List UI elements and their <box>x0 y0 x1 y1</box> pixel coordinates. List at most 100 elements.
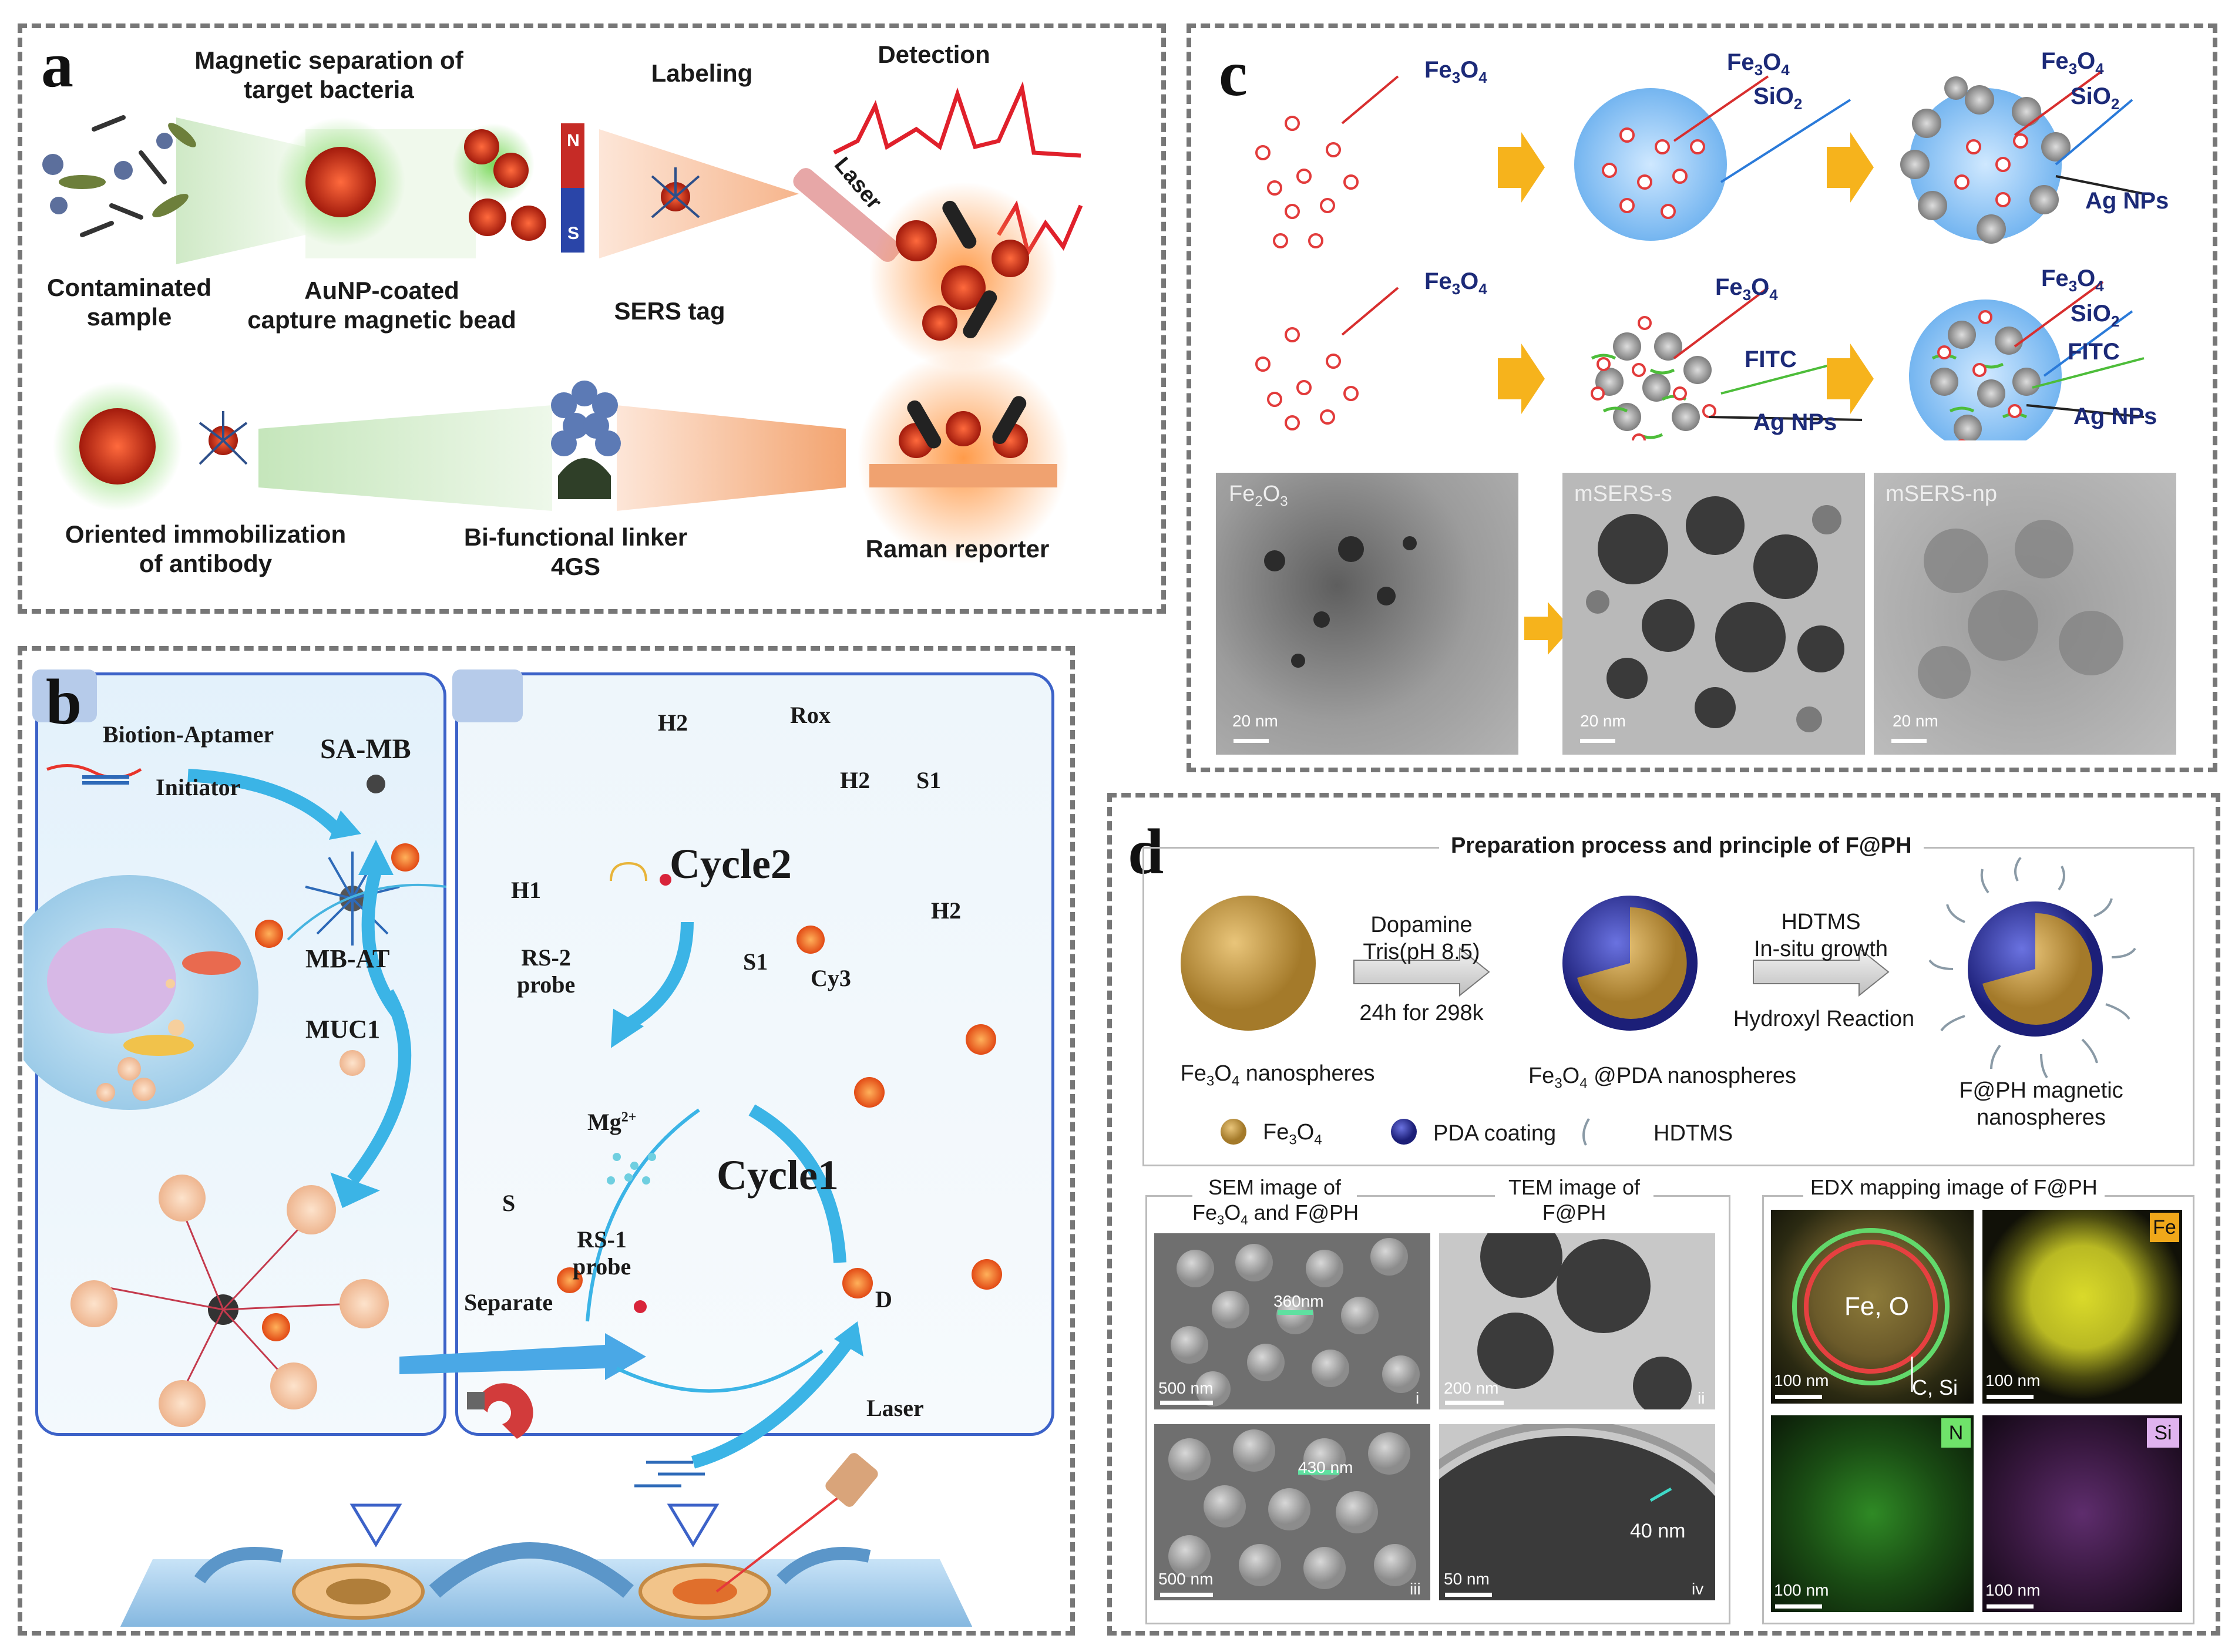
d-fph-ns-label: F@PH magnetic nanospheres <box>1959 1078 2123 1130</box>
d-tem-spheres-1 <box>1477 1233 1692 1409</box>
c-fe3o4-5: Fe3O4 <box>1715 274 1778 304</box>
panel-c <box>1187 23 2217 772</box>
laser-label-b: Laser <box>866 1395 924 1421</box>
mg-label: Mg2+ <box>587 1109 636 1136</box>
c-yellow-arrow <box>1524 602 1571 655</box>
panel-c-label: c <box>1219 38 1248 109</box>
cycle1-label: Cycle1 <box>717 1152 839 1199</box>
d-edx-map-fe <box>1982 1210 2182 1404</box>
panel-c-schematic <box>1255 69 2145 440</box>
c-fe3o4-3: Fe3O4 <box>2041 48 2104 78</box>
c-scale-2: 20 nm <box>1580 712 1626 730</box>
linker-label: Bi-functional linker 4GS <box>463 523 688 581</box>
raman-label: Raman reporter <box>865 535 1050 563</box>
d-edx-rings <box>1792 1228 1950 1392</box>
c-sio2-3: SiO2 <box>2071 301 2120 330</box>
c-fitc-2: FITC <box>2068 339 2120 365</box>
sers-tag-label: SERS tag <box>614 297 725 325</box>
d-edx1-scale: 100 nm <box>1774 1371 1829 1389</box>
rox-label: Rox <box>790 702 831 728</box>
d-sem-spheres-2 <box>1168 1429 1416 1589</box>
c-fe3o4-1: Fe3O4 <box>1424 57 1487 86</box>
d-sem-title: SEM image of Fe3O4 and F@PH <box>1192 1175 1359 1229</box>
rs2-label: RS-2 probe <box>517 944 576 998</box>
initiator-label: Initiator <box>156 774 241 800</box>
mg-superscript: 2+ <box>621 1109 637 1125</box>
d-sem2-scalebar <box>1160 1593 1213 1597</box>
contaminated-label: Contaminated sample <box>46 274 211 331</box>
d-time-label: 24h for 298k <box>1359 1001 1484 1025</box>
d-fe3o4-ns-label: Fe3O4 nanospheres <box>1180 1061 1375 1089</box>
c-scalebar-3 <box>1891 739 1927 743</box>
d-sem1-idx: i <box>1416 1389 1420 1407</box>
d-sem-tem-box <box>1145 1195 1730 1624</box>
d-edx-si-tag: Si <box>2147 1418 2179 1448</box>
panel-d-label: d <box>1128 816 1164 887</box>
c-fitc-1: FITC <box>1745 346 1797 372</box>
s-label: S <box>502 1190 516 1216</box>
panel-a <box>18 23 1166 614</box>
cy3-label: Cy3 <box>811 965 851 991</box>
panel-a-illustration <box>42 81 1083 564</box>
d-edx-title: EDX mapping image of F@PH <box>1803 1175 2105 1200</box>
c-scale-3: 20 nm <box>1893 712 1938 730</box>
c-scalebar-1 <box>1234 739 1269 743</box>
d-edx-map-n <box>1771 1415 1974 1612</box>
c-agnps-1: Ag NPs <box>2085 188 2169 214</box>
c-sio2-1: SiO2 <box>1753 83 1803 113</box>
d-hydroxyl-label: Hydroxyl Reaction <box>1733 1007 1915 1031</box>
c-tem-title-3: mSERS-np <box>1886 482 1998 506</box>
d-tem2-idx: iv <box>1692 1580 1704 1598</box>
c-tem-title-1: Fe2O3 <box>1229 482 1288 510</box>
d-sem1-meas: 360nm <box>1273 1292 1324 1310</box>
d-section-title: Preparation process and principle of F@P… <box>1439 833 1924 860</box>
d-legend-pda: PDA coating <box>1433 1121 1557 1146</box>
d-pda-ns-label: Fe3O4 @PDA nanospheres <box>1528 1064 1797 1092</box>
muc1-label: MUC1 <box>305 1015 381 1044</box>
oriented-label: Oriented immobilization of antibody <box>65 520 347 578</box>
d-edx1-sub: C, Si <box>1912 1375 1958 1399</box>
d-sem2-meas: 430 nm <box>1298 1458 1353 1476</box>
cycle2-label: Cycle2 <box>670 840 792 887</box>
d-sem-spheres-1 <box>1171 1238 1420 1407</box>
panel-d <box>1107 793 2220 1636</box>
magnet-n: N <box>567 131 580 150</box>
panel-b-tab-left <box>32 669 97 722</box>
s1-top-label: S1 <box>916 767 942 793</box>
d-tem1-scale: 200 nm <box>1444 1379 1499 1397</box>
d-tem1-scalebar <box>1445 1401 1504 1405</box>
d-edx1-label: Fe, O <box>1844 1292 1910 1321</box>
c-fe3o4-2: Fe3O4 <box>1727 49 1790 79</box>
labeling-label: Labeling <box>651 59 753 87</box>
magnet-s: S <box>567 224 579 243</box>
aunp-bead-label: AuNP-coated capture magnetic bead <box>247 277 516 334</box>
c-tem-image-1 <box>1216 473 1518 755</box>
panel-b-right-box <box>455 672 1054 1436</box>
panel-b-tab-right <box>452 669 523 722</box>
d-edx-n-tag: N <box>1941 1418 1971 1448</box>
h2-right-label: H2 <box>931 897 962 924</box>
d-edx-fe-tag: Fe <box>2150 1213 2179 1242</box>
panel-b <box>18 646 1075 1636</box>
d-edx2-scalebar <box>1987 1395 2034 1399</box>
d-sem1-scalebar <box>1160 1401 1213 1405</box>
d-tem2-meas: 40 nm <box>1630 1520 1686 1542</box>
mg-text: Mg <box>587 1109 621 1135</box>
c-sio2-2: SiO2 <box>2071 83 2120 113</box>
d-sem1-scale: 500 nm <box>1158 1379 1214 1397</box>
h2-top-label: H2 <box>658 709 688 736</box>
panel-b-illustration <box>23 764 1002 1627</box>
c-tem-particles-1 <box>1264 536 1417 668</box>
d-edx4-scalebar <box>1987 1604 2034 1609</box>
d-sem2-scale: 500 nm <box>1158 1570 1214 1588</box>
d-tem2-scale: 50 nm <box>1444 1570 1490 1588</box>
rs1-label: RS-1 probe <box>573 1226 631 1280</box>
d-edx3-scale: 100 nm <box>1774 1581 1829 1599</box>
c-scalebar-2 <box>1580 739 1615 743</box>
d-process-illustration <box>1181 857 2136 1146</box>
c-tem-particles-3 <box>1918 520 2123 699</box>
panel-b-label: b <box>46 666 82 738</box>
d-edx3-scalebar <box>1775 1604 1822 1609</box>
sa-mb-label: SA-MB <box>320 734 411 765</box>
magnetic-separation-label: Magnetic separation of target bacteria <box>194 46 463 104</box>
